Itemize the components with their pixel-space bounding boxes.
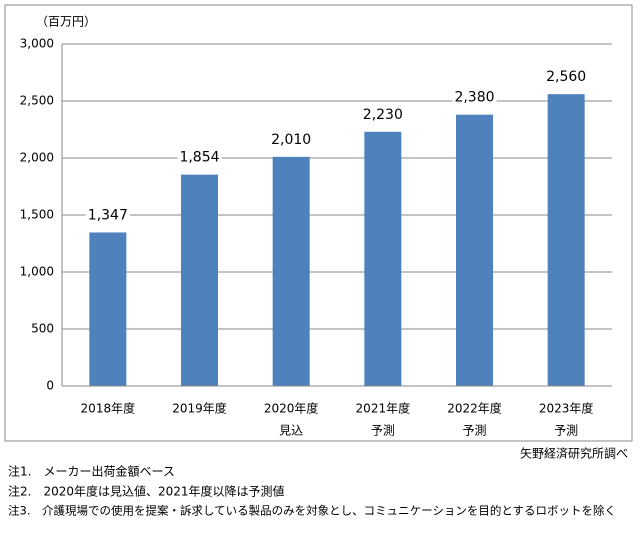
x-tick-label: 2022年度 — [447, 401, 502, 416]
x-tick-label: 2023年度 — [539, 401, 594, 416]
y-tick-label: 2,500 — [20, 94, 54, 108]
value-label: 2,230 — [363, 107, 403, 123]
label-background — [269, 131, 314, 148]
bar — [181, 174, 218, 386]
x-tick-label: 2019年度 — [172, 401, 227, 416]
bar — [456, 114, 493, 387]
y-tick-label: 1,500 — [20, 208, 54, 222]
x-tick-label: 見込 — [279, 424, 303, 438]
bar — [89, 232, 127, 386]
bar — [364, 131, 402, 386]
label-background — [177, 149, 222, 166]
y-axis-label: （百万円） — [36, 15, 96, 29]
y-tick-label: 1,000 — [20, 265, 54, 279]
x-tick-label: 2020年度 — [264, 401, 319, 416]
label-background — [544, 69, 589, 86]
y-tick-label: 500 — [31, 322, 54, 336]
value-label: 1,347 — [88, 207, 128, 223]
value-label: 1,854 — [179, 150, 219, 166]
note: 注2. 2020年度は見込値、2021年度以降は予測値 — [8, 484, 285, 499]
label-background — [85, 207, 130, 224]
note: 注3. 介護現場での使用を提案・訴求している製品のみを対象とし、コミュニケーショ… — [8, 504, 616, 518]
value-label: 2,010 — [271, 132, 311, 148]
x-tick-label: 予測 — [462, 424, 486, 438]
y-tick-label: 3,000 — [20, 37, 54, 51]
value-label: 2,560 — [546, 69, 586, 85]
y-tick-label: 2,000 — [20, 151, 54, 165]
source: 矢野経済研究所調べ — [520, 446, 628, 461]
x-tick-label: 予測 — [371, 424, 395, 438]
x-tick-label: 予測 — [554, 424, 578, 438]
x-tick-label: 2018年度 — [81, 401, 136, 416]
y-tick-label: 0 — [46, 379, 54, 393]
label-background — [360, 106, 405, 123]
bar — [272, 156, 310, 386]
bar — [547, 94, 585, 386]
label-background — [452, 89, 497, 106]
x-tick-label: 2021年度 — [356, 401, 411, 416]
note: 注1. メーカー出荷金額ベース — [8, 464, 175, 479]
value-label: 2,380 — [454, 90, 494, 106]
chart-frame — [4, 4, 633, 442]
